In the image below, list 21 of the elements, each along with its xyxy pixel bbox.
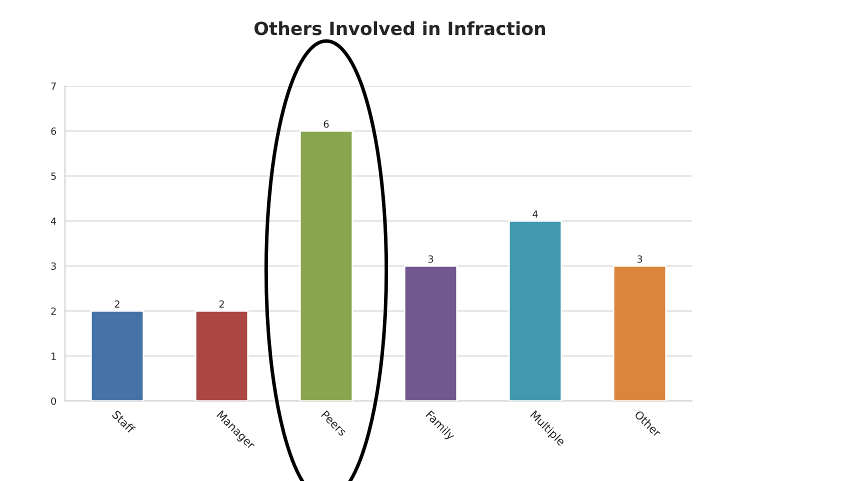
bar xyxy=(299,130,354,401)
y-tick-label: 4 xyxy=(50,218,56,225)
y-tick-label: 3 xyxy=(51,262,56,270)
data-label: 2 xyxy=(114,300,120,308)
data-label: 3 xyxy=(637,255,642,263)
bar xyxy=(404,265,458,401)
y-tick-label: 5 xyxy=(51,172,56,180)
y-tick-label: 0 xyxy=(51,397,56,405)
y-tick-label: 2 xyxy=(51,307,56,315)
chart-title: Others Involved in Infraction xyxy=(254,21,545,36)
data-label: 6 xyxy=(324,120,329,128)
data-label: 4 xyxy=(532,210,538,218)
bar xyxy=(194,310,249,401)
bar xyxy=(90,310,144,401)
y-tick-label: 7 xyxy=(51,82,56,90)
bar xyxy=(612,265,667,401)
data-label: 2 xyxy=(219,300,224,308)
y-tick-label: 1 xyxy=(52,352,56,360)
bar xyxy=(508,220,562,401)
data-label: 3 xyxy=(428,255,434,263)
y-tick-label: 6 xyxy=(51,127,56,135)
